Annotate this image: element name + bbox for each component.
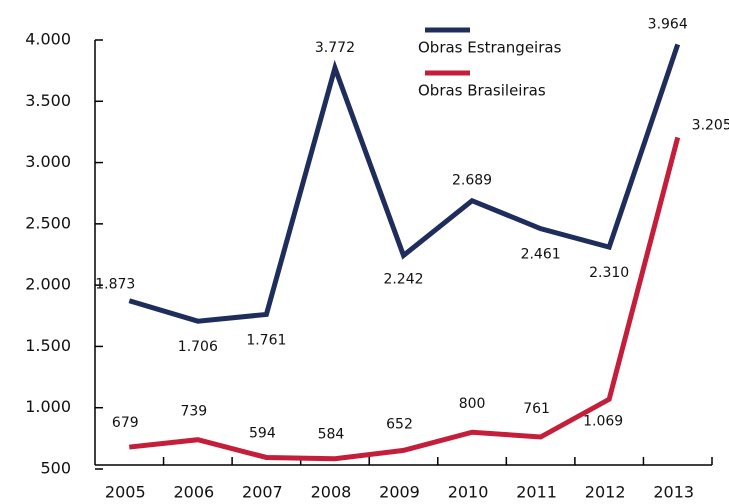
y-tick-label: 1.500 <box>25 336 71 355</box>
y-tick-label: 500 <box>40 459 71 478</box>
x-tick-label: 2011 <box>516 483 557 502</box>
y-tick-label: 2.500 <box>25 213 71 232</box>
x-tick-label: 2012 <box>585 483 626 502</box>
data-label: 800 <box>459 396 486 412</box>
x-tick-label: 2005 <box>105 483 146 502</box>
x-tick-label: 2010 <box>448 483 489 502</box>
x-tick-label: 2008 <box>311 483 352 502</box>
data-label: 594 <box>249 425 276 441</box>
x-tick-label: 2013 <box>653 483 694 502</box>
data-label: 1.761 <box>246 332 286 348</box>
y-tick-label: 3.500 <box>25 91 71 110</box>
data-label: 652 <box>386 416 413 432</box>
data-label: 679 <box>112 415 139 431</box>
data-label: 584 <box>318 427 345 443</box>
x-tick-label: 2009 <box>379 483 420 502</box>
data-label: 761 <box>523 401 550 417</box>
data-label: 3.772 <box>315 40 355 56</box>
data-label: 2.242 <box>383 271 423 287</box>
series-line <box>128 43 681 324</box>
y-tick-label: 4.000 <box>25 30 71 49</box>
data-label: 1.706 <box>178 339 218 355</box>
data-label: 2.310 <box>589 265 629 281</box>
data-label: 2.461 <box>521 247 561 263</box>
series-line <box>129 136 681 462</box>
y-tick-label: 1.000 <box>25 397 71 416</box>
x-tick-label: 2006 <box>173 483 214 502</box>
data-label: 2.689 <box>452 173 492 189</box>
legend-label: Obras Estrangeiras <box>418 39 562 57</box>
data-label: 1.873 <box>95 277 135 293</box>
data-label: 3.964 <box>648 16 688 32</box>
data-label: 739 <box>180 404 207 420</box>
data-label: 1.069 <box>583 413 623 429</box>
x-tick-label: 2007 <box>242 483 283 502</box>
legend-label: Obras Brasileiras <box>418 82 546 100</box>
y-tick-label: 2.000 <box>25 275 71 294</box>
y-tick-label: 3.000 <box>25 152 71 171</box>
data-label: 3.205 <box>692 117 729 133</box>
